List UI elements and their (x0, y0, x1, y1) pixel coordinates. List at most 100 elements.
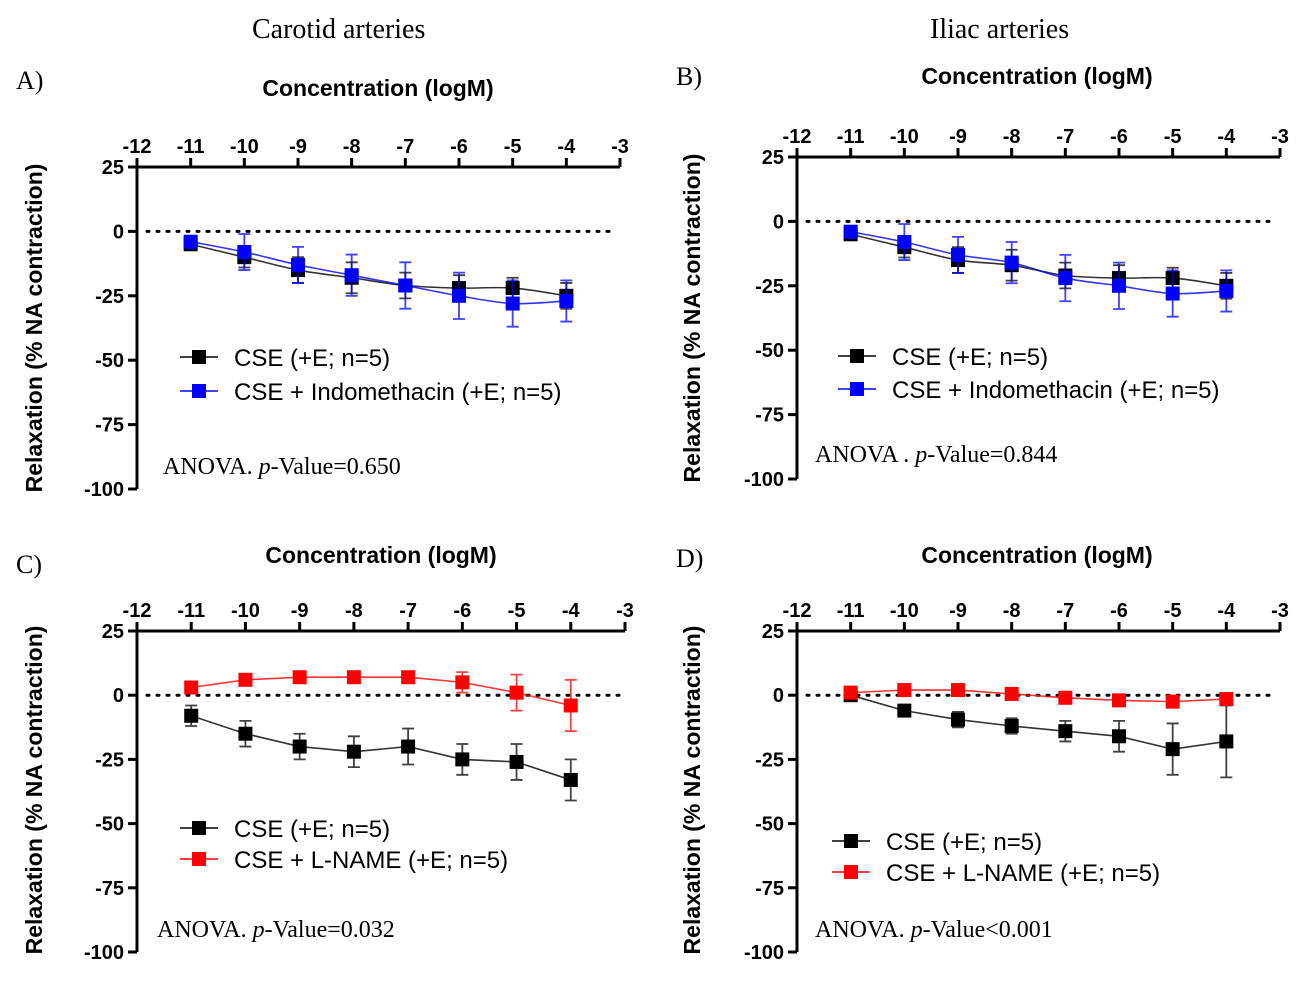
data-point (897, 683, 912, 698)
y-tick-label: 0 (773, 685, 784, 707)
x-tick-label: -4 (562, 600, 581, 622)
panel-a: Concentration (logM) Relaxation (% NA con… (21, 75, 629, 501)
data-point (238, 726, 253, 741)
x-tick-label: -10 (231, 600, 260, 622)
y-tick-label: -25 (755, 749, 784, 771)
panel-c: Concentration (logM) Relaxation (% NA con… (21, 542, 634, 964)
legend-label: CSE (+E; n=5) (892, 344, 1048, 371)
anova-annotation: ANOVA. p-Value=0.650 (163, 454, 401, 480)
x-tick-label: -10 (890, 600, 919, 622)
y-tick-label: -75 (95, 415, 124, 437)
anova-p: p (909, 917, 923, 943)
data-point (1165, 694, 1180, 709)
legend-marker (192, 852, 206, 866)
x-tick-label: -3 (1271, 600, 1289, 622)
anova-annotation: ANOVA . p-Value=0.844 (815, 442, 1057, 468)
legend-marker (850, 349, 864, 363)
data-point (292, 670, 307, 685)
y-tick-label: 25 (762, 147, 784, 169)
legend-marker (844, 865, 858, 879)
data-point (398, 278, 413, 293)
data-point (1112, 693, 1126, 708)
y-tick-label: -50 (755, 814, 784, 836)
legend-marker (192, 821, 206, 835)
panel-b: Concentration (logM) Relaxation (% NA con… (679, 63, 1289, 491)
y-tick-label: -100 (84, 479, 124, 501)
anova-annotation: ANOVA. p-Value<0.001 (815, 917, 1053, 943)
data-point (1112, 729, 1126, 744)
y-tick-label: 25 (762, 621, 784, 643)
data-point (951, 712, 965, 727)
data-point (563, 698, 578, 713)
x-tick-label: -3 (616, 600, 634, 622)
data-point (1219, 734, 1234, 749)
y-tick-label: 25 (102, 621, 124, 643)
data-point (1058, 724, 1073, 739)
y-tick-label: -50 (755, 340, 784, 362)
data-point (292, 739, 307, 754)
data-point (184, 708, 199, 723)
x-axis-title: Concentration (logM) (262, 75, 493, 101)
x-tick-label: -9 (949, 600, 967, 622)
y-tick-label: -100 (84, 942, 124, 964)
x-tick-label: -8 (345, 600, 363, 622)
x-tick-label: -10 (230, 136, 259, 158)
legend-marker (844, 834, 858, 848)
y-tick-label: -75 (95, 878, 124, 900)
data-point (1058, 271, 1073, 286)
data-point (1004, 686, 1019, 701)
data-point (1219, 283, 1234, 298)
anova-p: p (913, 442, 927, 468)
legend-label: CSE (+E; n=5) (234, 345, 390, 372)
data-point (951, 683, 965, 698)
x-axis-title: Concentration (logM) (921, 63, 1152, 89)
data-point (505, 296, 520, 311)
data-point (1112, 278, 1126, 293)
x-tick-label: -4 (1217, 126, 1236, 148)
y-tick-label: -50 (95, 350, 124, 372)
data-point (455, 752, 470, 767)
x-tick-label: -6 (453, 600, 471, 622)
x-tick-label: -6 (1110, 126, 1128, 148)
legend-label: CSE + L-NAME (+E; n=5) (234, 847, 508, 874)
x-tick-label: -9 (949, 126, 967, 148)
anova-prefix: ANOVA. (815, 917, 911, 943)
data-point (183, 234, 198, 249)
y-tick-label: -100 (744, 942, 784, 964)
series-line (850, 694, 1227, 750)
y-tick-label: 0 (113, 685, 124, 707)
data-point (184, 680, 199, 695)
anova-prefix: ANOVA. (157, 917, 253, 943)
y-tick-label: -25 (755, 276, 784, 298)
x-tick-label: -4 (1217, 600, 1236, 622)
legend-label: CSE + Indomethacin (+E; n=5) (892, 377, 1220, 404)
x-tick-label: -7 (396, 136, 414, 158)
anova-p: p (257, 454, 271, 480)
series-1: CSE + Indomethacin (+E; n=5) (838, 223, 1234, 404)
y-tick-label: -25 (95, 286, 124, 308)
data-point (1219, 692, 1234, 707)
data-point (238, 672, 253, 687)
x-tick-label: -5 (1164, 600, 1182, 622)
series-line (190, 714, 572, 781)
column-title-iliac: Iliac arteries (930, 14, 1070, 45)
anova-value: -Value=0.650 (271, 454, 401, 480)
data-point (897, 703, 912, 718)
legend-marker (192, 384, 206, 398)
x-tick-label: -5 (504, 136, 522, 158)
series-0: CSE (+E; n=5) (832, 688, 1234, 856)
x-tick-label: -11 (177, 600, 205, 622)
data-point (452, 288, 466, 303)
anova-annotation: ANOVA. p-Value=0.032 (157, 917, 395, 943)
x-axis-title: Concentration (logM) (921, 542, 1152, 568)
panel-d: Concentration (logM) Relaxation (% NA con… (679, 542, 1289, 964)
y-tick-label: -25 (95, 749, 124, 771)
x-tick-label: -8 (343, 136, 361, 158)
y-axis-title: Relaxation (% NA contraction) (21, 626, 47, 955)
y-tick-label: 0 (773, 211, 784, 233)
data-point (401, 739, 416, 754)
data-point (951, 247, 965, 262)
x-tick-label: -4 (557, 136, 576, 158)
x-tick-label: -3 (1271, 126, 1289, 148)
